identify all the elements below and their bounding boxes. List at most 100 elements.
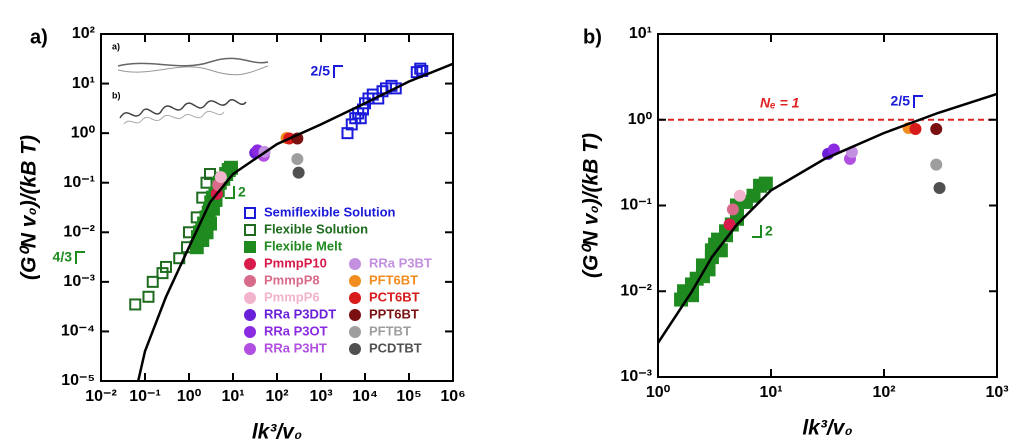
legend-marker bbox=[244, 309, 256, 321]
slope-marker bbox=[225, 186, 235, 199]
x-axis-label: lk³/v₀ bbox=[802, 417, 852, 440]
legend-label: RRa P3HT bbox=[264, 340, 327, 355]
reference-label: Nₑ = 1 bbox=[760, 94, 800, 110]
x-tick-label: 10³ bbox=[985, 384, 1008, 401]
y-tick-label: 10⁰ bbox=[71, 124, 96, 141]
legend-marker bbox=[349, 275, 361, 287]
point bbox=[291, 153, 304, 166]
legend-marker bbox=[244, 241, 256, 253]
y-tick-label: 10⁻⁴ bbox=[61, 323, 95, 340]
slope-marker bbox=[752, 225, 762, 238]
legend-marker bbox=[349, 343, 361, 355]
legend-label: Flexible Melt bbox=[264, 238, 343, 253]
y-axis-label: (G⁰N v₀)/(kB T) bbox=[580, 133, 603, 278]
slope-marker bbox=[75, 251, 85, 264]
point bbox=[142, 290, 155, 303]
point bbox=[202, 216, 217, 231]
y-tick-label: 10⁻¹ bbox=[63, 174, 95, 191]
inset-label: b) bbox=[112, 90, 121, 100]
point bbox=[345, 118, 358, 131]
point bbox=[726, 203, 739, 216]
plot bbox=[129, 62, 453, 381]
inset-label: a) bbox=[112, 41, 120, 51]
x-tick-label: 10³ bbox=[309, 388, 332, 405]
legend-marker bbox=[244, 224, 256, 236]
slope-label: 2/5 bbox=[311, 63, 331, 79]
inset-chain bbox=[117, 57, 269, 67]
legend-marker bbox=[349, 326, 361, 338]
legend-marker bbox=[244, 258, 256, 270]
x-tick-label: 10² bbox=[872, 384, 895, 401]
slope-marker bbox=[913, 95, 923, 108]
point bbox=[200, 176, 213, 189]
fit-line bbox=[136, 62, 453, 381]
legend-marker bbox=[349, 309, 361, 321]
legend-label: PmmpP6 bbox=[264, 289, 320, 304]
panel-label: b) bbox=[583, 26, 602, 48]
plot-area bbox=[129, 62, 453, 381]
point bbox=[159, 260, 172, 273]
point bbox=[129, 298, 142, 311]
axes-frame bbox=[100, 33, 454, 382]
point bbox=[146, 275, 159, 288]
slope-label: 2 bbox=[765, 223, 773, 239]
legend-label: PFT6BT bbox=[369, 272, 418, 287]
point bbox=[223, 160, 238, 175]
panel-label: a) bbox=[30, 26, 48, 48]
legend-marker bbox=[244, 207, 256, 219]
legend-label: PmmpP10 bbox=[264, 255, 327, 270]
x-tick-label: 10¹ bbox=[759, 384, 782, 401]
legend-label: RRa P3OT bbox=[264, 323, 328, 338]
x-axis-label: lk³/v₀ bbox=[252, 421, 302, 444]
point bbox=[203, 167, 216, 180]
plot-area bbox=[658, 92, 997, 344]
point bbox=[933, 181, 946, 194]
point bbox=[292, 166, 305, 179]
fit-line bbox=[658, 92, 997, 344]
slope-label: 4/3 bbox=[53, 249, 73, 265]
point bbox=[389, 82, 402, 95]
y-tick-label: 10¹ bbox=[72, 75, 95, 92]
legend-label: RRa P3DDT bbox=[264, 306, 336, 321]
x-tick-label: 10² bbox=[265, 388, 288, 405]
slope-marker bbox=[333, 65, 343, 78]
x-tick-label: 10⁴ bbox=[352, 388, 378, 405]
point bbox=[214, 171, 227, 184]
legend-marker bbox=[349, 258, 361, 270]
point bbox=[354, 112, 367, 125]
legend-label: Semiflexible Solution bbox=[264, 204, 396, 219]
slope-label: 2 bbox=[238, 184, 246, 200]
y-tick-label: 10⁻¹ bbox=[620, 197, 652, 214]
legend-marker bbox=[244, 326, 256, 338]
inset: a) b) bbox=[112, 41, 269, 125]
y-tick-label: 10⁻⁵ bbox=[61, 372, 95, 389]
y-tick-label: 10⁻² bbox=[63, 224, 95, 241]
plot bbox=[658, 92, 997, 344]
x-tick-label: 10⁶ bbox=[440, 388, 465, 405]
point bbox=[723, 218, 736, 231]
slope-label: 2/5 bbox=[891, 93, 911, 109]
legend-marker bbox=[244, 292, 256, 304]
point bbox=[701, 262, 716, 277]
inset-chain bbox=[117, 65, 269, 76]
point bbox=[414, 62, 427, 75]
legend-label: PFTBT bbox=[369, 323, 411, 338]
point bbox=[930, 158, 943, 171]
point bbox=[733, 189, 746, 202]
legend-label: PmmpP8 bbox=[264, 272, 320, 287]
legend-label: PCT6BT bbox=[369, 289, 420, 304]
legend-label: PCDTBT bbox=[369, 340, 422, 355]
point bbox=[713, 243, 728, 258]
x-tick-label: 10⁵ bbox=[396, 388, 421, 405]
point bbox=[758, 176, 773, 191]
y-axis-label: (G⁰N v₀)/(kB T) bbox=[18, 135, 41, 280]
legend-label: Flexible Solution bbox=[264, 221, 368, 236]
legend-marker bbox=[244, 275, 256, 287]
x-tick-label: 10⁰ bbox=[646, 384, 671, 401]
point bbox=[156, 267, 169, 280]
x-tick-label: 10⁻² bbox=[85, 388, 117, 405]
x-tick-label: 10¹ bbox=[221, 388, 244, 405]
inset-coil bbox=[123, 110, 225, 125]
axes-frame bbox=[657, 33, 998, 378]
